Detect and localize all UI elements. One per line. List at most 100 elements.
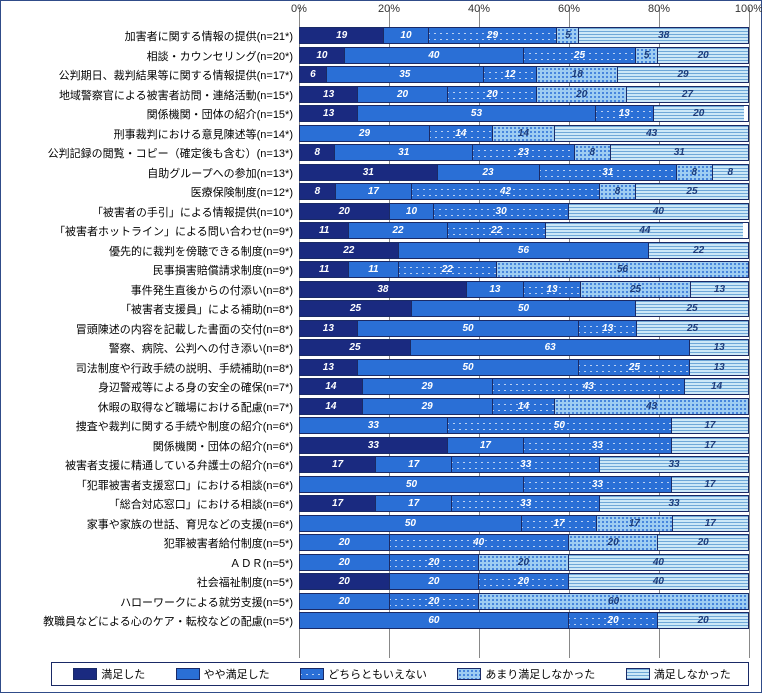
- bar-segment: 22: [399, 262, 498, 277]
- row-label: 「総合対応窓口」における相談(n=6*): [7, 496, 293, 512]
- table-row: 身辺警戒等による身の安全の確保(n=7*)14294314: [299, 376, 749, 396]
- table-row: 家事や家族の世話、育児などの支援(n=6*)50171717: [299, 513, 749, 533]
- table-row: 関係機関・団体の紹介(n=6*)33173317: [299, 435, 749, 455]
- bar-segment: 38: [300, 282, 467, 297]
- bar-segment: 33: [600, 457, 748, 472]
- bar-segment: 20: [300, 555, 390, 570]
- table-row: ハローワークによる就労支援(n=5*)202060: [299, 591, 749, 611]
- table-row: 医療保険制度(n=12*)81742825: [299, 181, 749, 201]
- bar-segment: 20: [658, 613, 748, 628]
- bar-segment: 17: [448, 438, 524, 453]
- bar-segment: 17: [672, 418, 748, 433]
- bar-segment: 31: [540, 165, 678, 180]
- bar-segment: 20: [358, 87, 448, 102]
- legend-label: 満足した: [101, 666, 145, 682]
- bar-segment: 50: [448, 418, 672, 433]
- bar-segment: 14: [300, 379, 363, 394]
- bar-segment: 14: [493, 399, 556, 414]
- table-row: 公判記録の閲覧・コピー（確定後も含む）(n=13*)83123831: [299, 142, 749, 162]
- x-tick: 100%: [735, 3, 762, 15]
- bar-segment: 53: [358, 106, 595, 121]
- bar-segment: 31: [300, 165, 438, 180]
- stacked-bar: 33173317: [299, 437, 749, 454]
- row-label: 刑事裁判における意見陳述等(n=14*): [7, 126, 293, 142]
- bar-segment: 20: [390, 574, 480, 589]
- row-label: 加害者に関する情報の提供(n=21*): [7, 28, 293, 44]
- bar-segment: 23: [473, 145, 575, 160]
- bar-segment: 13: [691, 282, 748, 297]
- bar-segment: 17: [300, 496, 376, 511]
- bar-segment: 17: [672, 477, 748, 492]
- table-row: 「犯罪被害者支援窓口」における相談(n=6*)503317: [299, 474, 749, 494]
- bar-segment: 20: [479, 574, 569, 589]
- bar-segment: 8: [600, 184, 636, 199]
- bar-segment: 17: [376, 457, 452, 472]
- stacked-bar: 20202040: [299, 573, 749, 590]
- stacked-bar: 3813132513: [299, 281, 749, 298]
- bar-segment: 25: [636, 184, 748, 199]
- stacked-bar: 191029538: [299, 27, 749, 44]
- stacked-bar: 17173333: [299, 456, 749, 473]
- bar-segment: 29: [300, 126, 430, 141]
- bar-segment: 17: [597, 516, 672, 531]
- stacked-bar: 83123831: [299, 144, 749, 161]
- bar-segment: 13: [524, 282, 581, 297]
- bar-segment: 14: [300, 399, 363, 414]
- legend-label: 満足しなかった: [654, 666, 731, 682]
- stacked-bar: 11112256: [299, 261, 749, 278]
- bar-segment: 5: [557, 28, 579, 43]
- bar-segment: 63: [411, 340, 690, 355]
- bar-segment: 17: [673, 516, 748, 531]
- stacked-bar: 635121829: [299, 66, 749, 83]
- bar-segment: 22: [349, 223, 448, 238]
- bar-segment: 33: [600, 496, 748, 511]
- table-row: 被害者支援に精通している弁護士の紹介(n=6*)17173333: [299, 454, 749, 474]
- table-row: 犯罪被害者給付制度(n=5*)20402020: [299, 532, 749, 552]
- bar-segment: 25: [636, 301, 748, 316]
- row-label: 地域警察官による被害者訪問・連絡活動(n=15*): [7, 87, 293, 103]
- bar-segment: 44: [546, 223, 743, 238]
- stacked-bar: 13501325: [299, 320, 749, 337]
- legend-item: 満足しなかった: [622, 666, 731, 682]
- bar-segment: 10: [300, 48, 345, 63]
- bar-segment: 17: [300, 457, 376, 472]
- table-row: 捜査や裁判に関する手続や制度の紹介(n=6*)335017: [299, 415, 749, 435]
- table-row: 相談・カウンセリング(n=20*)104025520: [299, 45, 749, 65]
- bar-segment: 20: [390, 594, 480, 609]
- bar-segment: 33: [452, 457, 600, 472]
- legend-label: あまり満足しなかった: [485, 666, 595, 682]
- row-label: 社会福祉制度(n=5*): [7, 574, 293, 590]
- stacked-bar: 29141443: [299, 125, 749, 142]
- bar-segment: 22: [448, 223, 547, 238]
- bar-segment: 14: [430, 126, 493, 141]
- bar-segment: 22: [300, 243, 399, 258]
- bar-segment: 10: [390, 204, 435, 219]
- bar-segment: 8: [677, 165, 712, 180]
- row-label: 冒頭陳述の内容を記載した書面の交付(n=8*): [7, 321, 293, 337]
- stacked-bar: 11222244: [299, 222, 749, 239]
- legend-item: 満足した: [69, 666, 145, 682]
- table-row: 「被害者支援員」による補助(n=8*)255025: [299, 298, 749, 318]
- bar-segment: 42: [412, 184, 600, 199]
- bar-segment: 20: [569, 535, 659, 550]
- bar-segment: 29: [363, 379, 493, 394]
- bar-segment: 20: [300, 574, 390, 589]
- legend-label: どちらともいえない: [328, 666, 427, 682]
- row-label: 教職員などによる心のケア・転校などの配慮(n=5*): [7, 613, 293, 629]
- stacked-bar: 20103040: [299, 203, 749, 220]
- bar-segment: 40: [345, 48, 524, 63]
- bar-segment: 14: [685, 379, 748, 394]
- table-row: 公判期日、裁判結果等に関する情報提供(n=17*)635121829: [299, 64, 749, 84]
- bar-segment: 29: [429, 28, 558, 43]
- bar-segment: 29: [618, 67, 748, 82]
- bar-segment: 10: [384, 28, 428, 43]
- bar-segment: 20: [654, 106, 744, 121]
- row-label: 民事損害賠償請求制度(n=9*): [7, 262, 293, 278]
- bar-segment: 25: [581, 282, 691, 297]
- bar-segment: 8: [575, 145, 610, 160]
- stacked-bar: 225622: [299, 242, 749, 259]
- bar-segment: 13: [579, 321, 637, 336]
- table-row: 「被害者の手引」による情報提供(n=10*)20103040: [299, 201, 749, 221]
- table-row: 関係機関・団体の紹介(n=15*)13531320: [299, 103, 749, 123]
- bar-segment: 6: [300, 67, 327, 82]
